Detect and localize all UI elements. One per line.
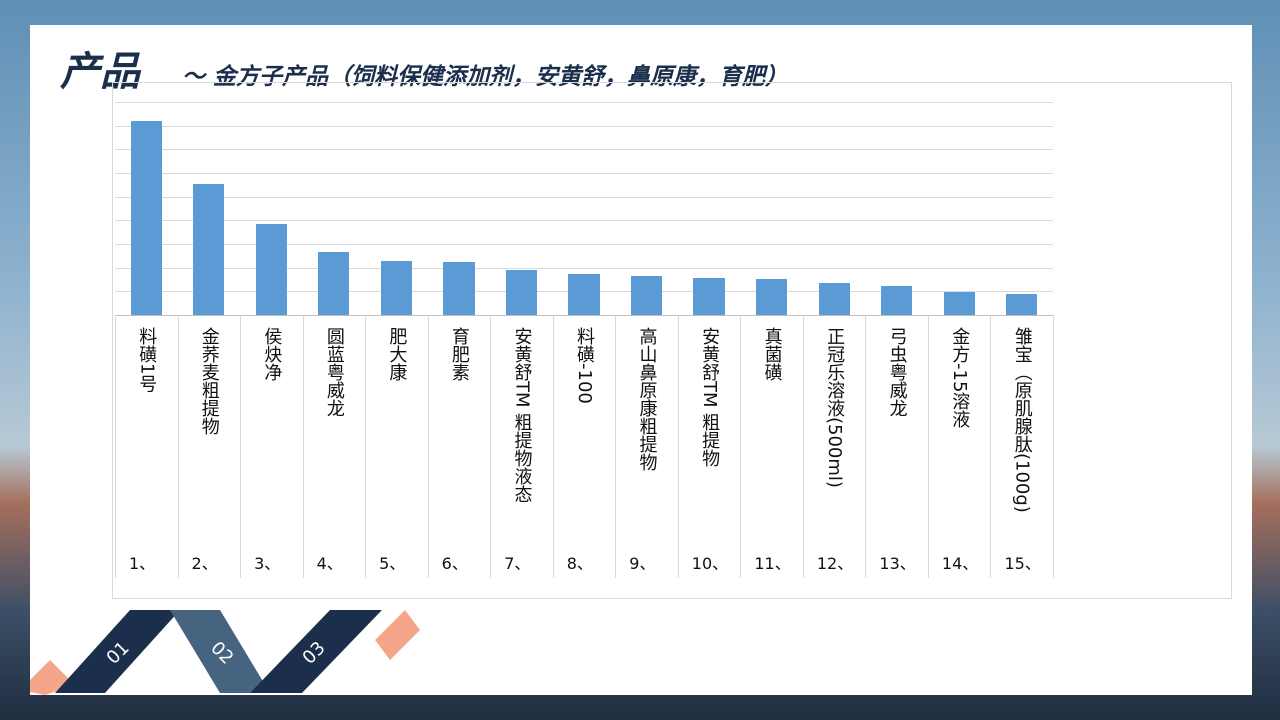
- category-number: 15、: [1004, 554, 1041, 573]
- x-tick-label: 安黄舒TM 粗提物: [699, 327, 721, 468]
- category-number: 5、: [379, 554, 406, 573]
- slide-panel: 产品 ～ 金方子产品（饲料保健添加剂，安黄舒，鼻原康，育肥） 料磺1号 1、 金荞麦…: [30, 25, 1252, 695]
- chart: 料磺1号 1、 金荞麦粗提物 2、 侯炔净 3、 圆蓝粤威龙 4、 肥大康 5、 育肥素 6、 安黄舒T…: [112, 82, 1232, 599]
- x-tick-label: 弓虫粤威龙: [886, 327, 908, 417]
- category-number: 12、: [816, 554, 854, 573]
- table-divider: [677, 315, 679, 578]
- bar: [318, 251, 350, 315]
- table-divider: [990, 315, 992, 578]
- table-divider: [115, 315, 116, 578]
- bar: [818, 282, 850, 315]
- bar: [505, 270, 538, 315]
- grid-line: [115, 220, 1053, 222]
- category-number: 4、: [316, 554, 343, 573]
- table-divider: [490, 315, 492, 578]
- x-tick-label: 金荞麦粗提物: [198, 327, 220, 435]
- table-divider: [615, 315, 617, 578]
- grid-line: [115, 125, 1053, 127]
- table-divider: [865, 315, 867, 578]
- x-tick-label: 真菌磺: [761, 327, 783, 381]
- x-tick-label: 肥大康: [386, 327, 408, 381]
- bar: [693, 277, 725, 315]
- category-number: 6、: [441, 554, 468, 573]
- grid-line: [115, 196, 1053, 198]
- grid-line: [115, 149, 1053, 151]
- bar: [1006, 293, 1038, 315]
- table-line: [115, 315, 1053, 316]
- table-divider: [365, 315, 367, 578]
- x-tick-label: 安黄舒TM 粗提物液态: [511, 327, 533, 504]
- x-tick-label: 料磺1号: [136, 327, 158, 393]
- bar: [881, 285, 913, 315]
- slide-subtitle: ～ 金方子产品（饲料保健添加剂，安黄舒，鼻原康，育肥）: [182, 64, 789, 90]
- ribbon-segment: [170, 610, 270, 693]
- bar: [630, 275, 663, 315]
- category-number: 3、: [254, 554, 281, 573]
- x-tick-label: 侯炔净: [261, 327, 283, 381]
- bar: [193, 183, 225, 315]
- ribbon-decoration: 01 02 03: [30, 610, 420, 695]
- table-divider: [1053, 315, 1054, 578]
- table-divider: [240, 315, 242, 578]
- x-tick-label: 高山鼻原康粗提物: [636, 327, 658, 471]
- category-number: 13、: [879, 554, 916, 573]
- grid-line: [115, 102, 1053, 103]
- ribbon-end: [375, 610, 420, 660]
- ribbon-segment: [55, 610, 180, 693]
- category-number: 8、: [566, 554, 593, 573]
- bar: [443, 261, 475, 315]
- table-divider: [802, 315, 804, 578]
- x-tick-label: 金方-15溶液: [949, 327, 971, 429]
- ribbon-segment: [250, 610, 382, 693]
- grid-line: [115, 173, 1053, 174]
- category-number: 14、: [941, 554, 979, 573]
- table-divider: [427, 315, 429, 578]
- bar: [943, 292, 975, 315]
- table-divider: [302, 315, 304, 578]
- x-tick-label: 正冠乐溶液(500ml): [824, 327, 846, 488]
- table-divider: [552, 315, 554, 578]
- bar: [130, 120, 162, 315]
- x-tick-label: 雏宝（原肌腺肽(100g): [1011, 327, 1033, 513]
- category-number: 9、: [629, 554, 656, 573]
- bar: [755, 278, 788, 315]
- grid-line: [115, 267, 1053, 269]
- x-tick-label: 育肥素: [448, 327, 470, 381]
- category-number: 11、: [754, 554, 791, 573]
- x-tick-label: 圆蓝粤威龙: [323, 327, 345, 417]
- table-divider: [927, 315, 929, 578]
- bar: [568, 273, 600, 315]
- table-divider: [177, 315, 179, 578]
- bar: [380, 260, 413, 315]
- grid-line: [115, 244, 1053, 245]
- category-number: 10、: [691, 554, 729, 573]
- category-number: 2、: [191, 554, 218, 573]
- category-number: 1、: [129, 554, 156, 573]
- slide-title: 产品: [60, 49, 140, 95]
- x-tick-label: 料磺-100: [574, 327, 595, 404]
- category-number: 7、: [504, 554, 531, 573]
- table-divider: [740, 315, 742, 578]
- bar: [255, 223, 287, 315]
